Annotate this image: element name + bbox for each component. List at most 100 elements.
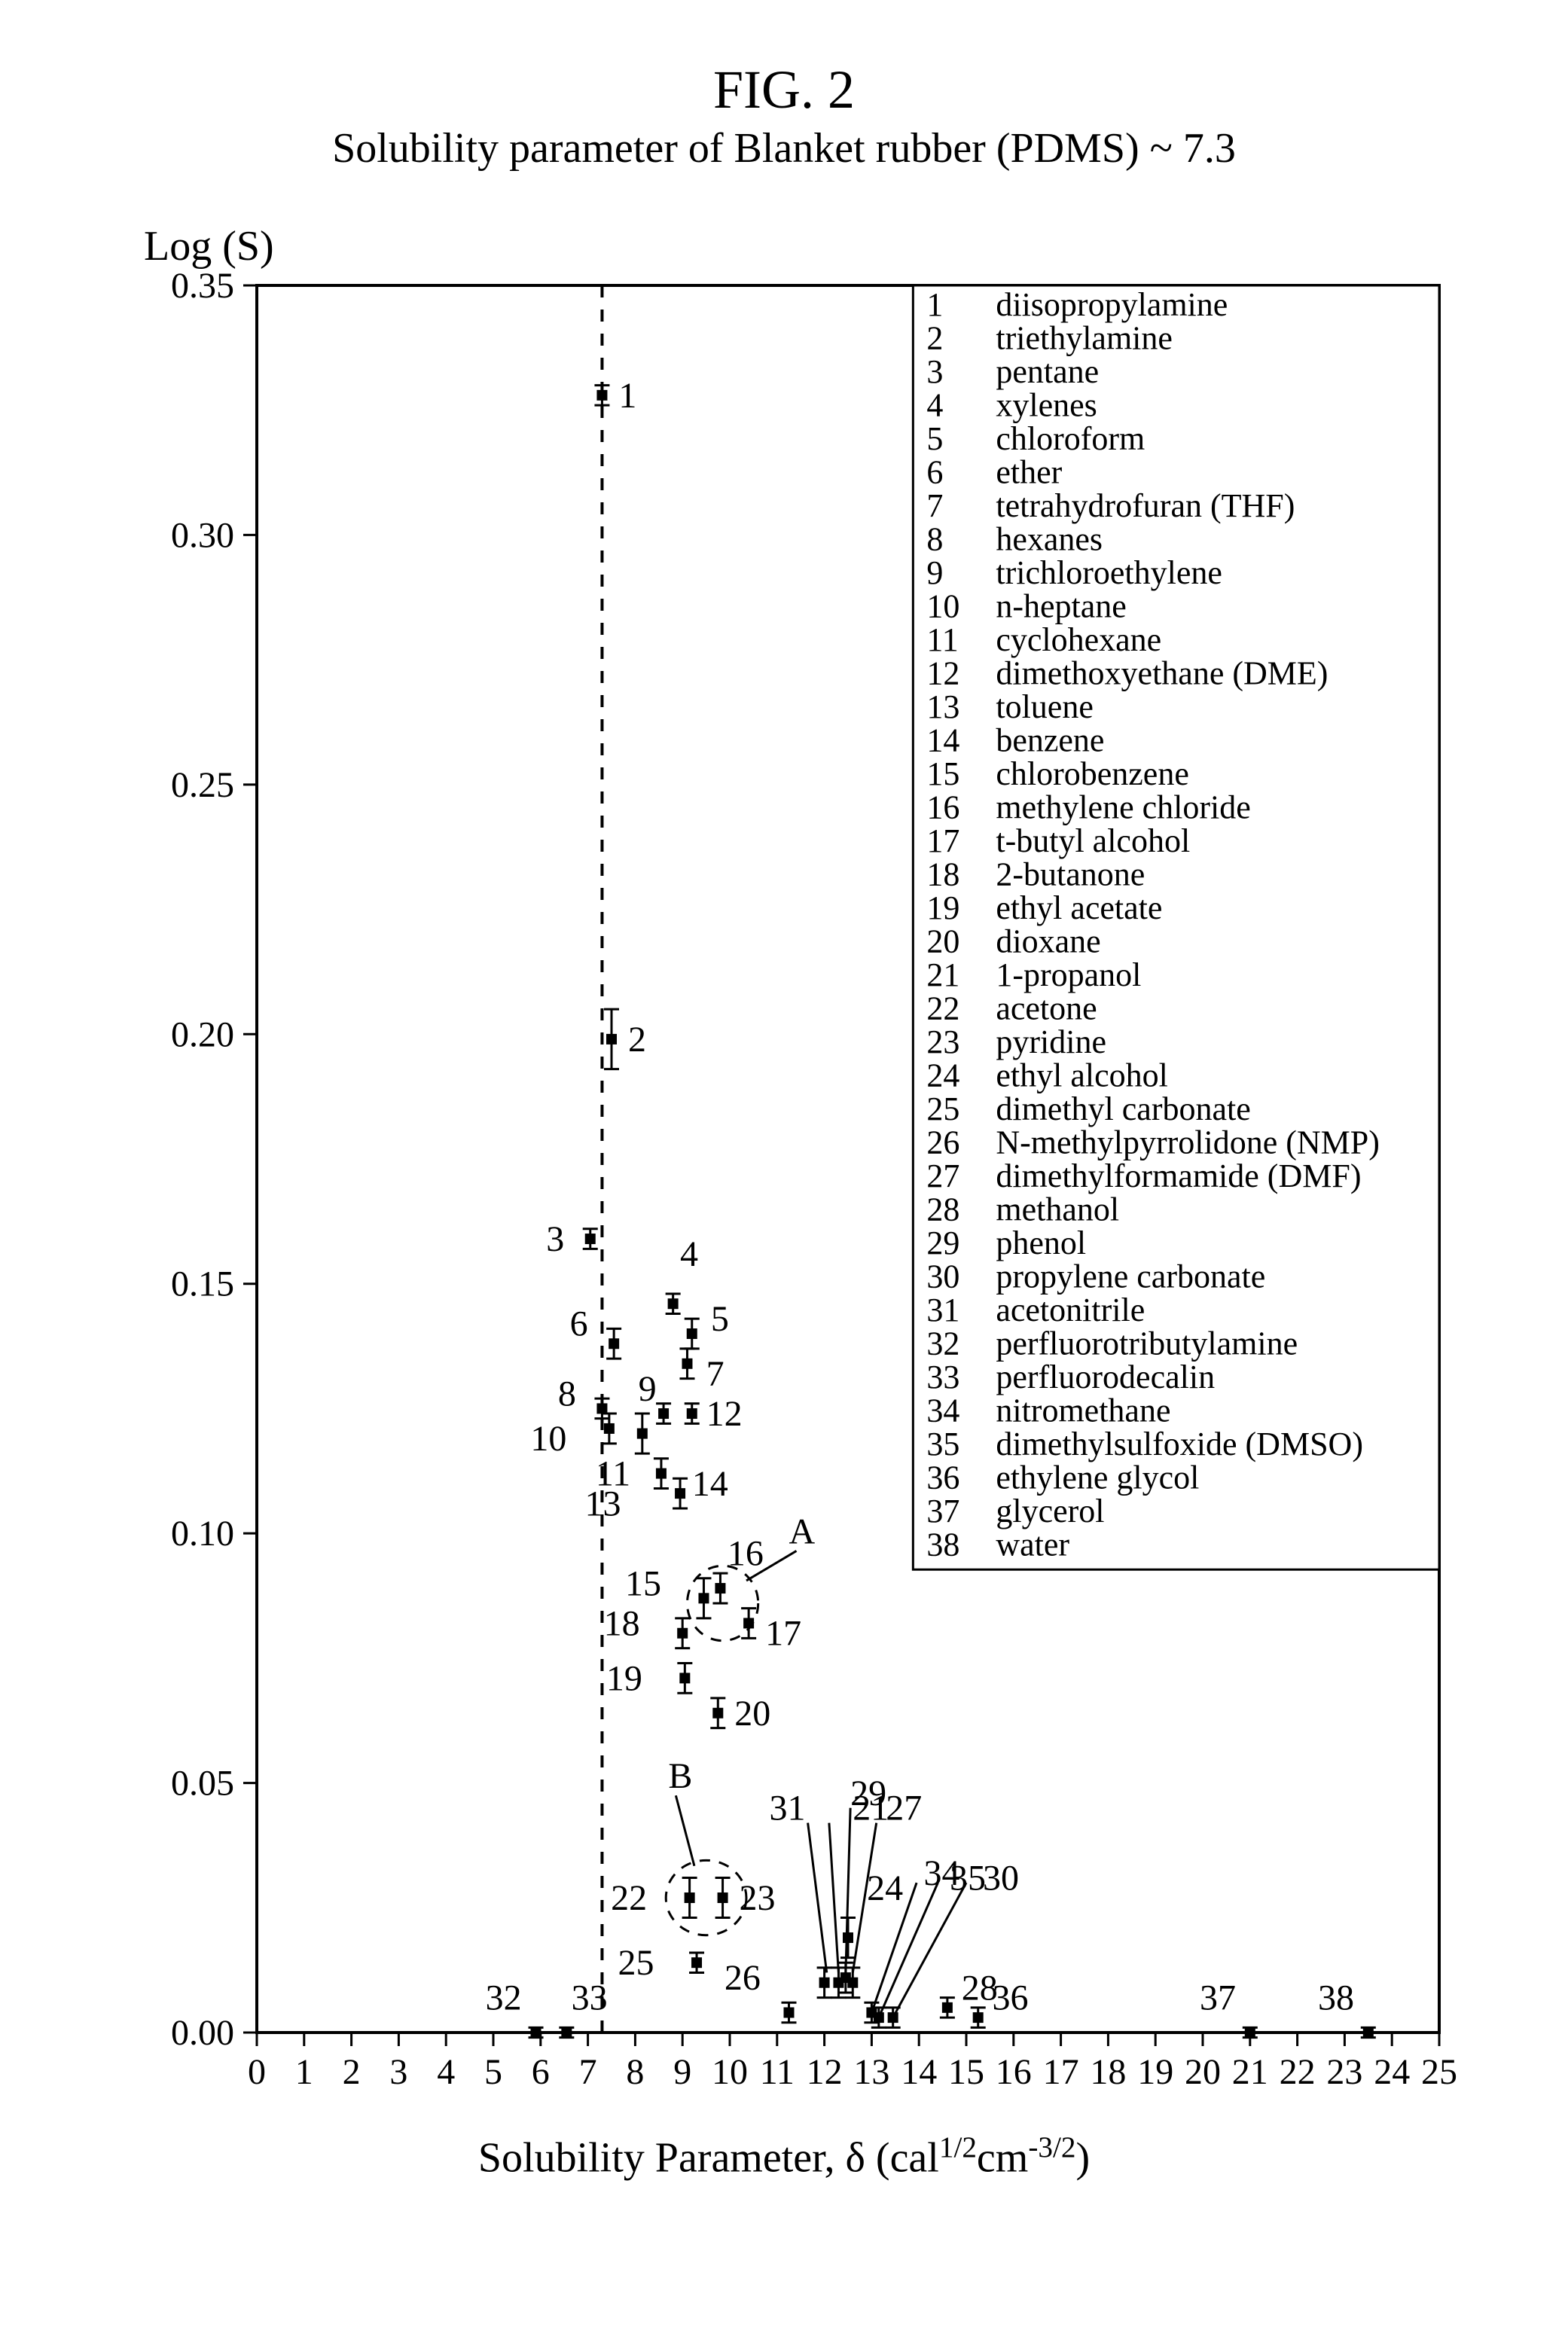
svg-text:toluene: toluene xyxy=(996,688,1094,725)
svg-text:1-propanol: 1-propanol xyxy=(996,956,1141,993)
svg-text:7: 7 xyxy=(926,487,943,524)
svg-text:pentane: pentane xyxy=(996,353,1099,390)
svg-text:12: 12 xyxy=(926,654,959,691)
svg-text:2: 2 xyxy=(343,2052,361,2092)
svg-text:38: 38 xyxy=(926,1526,959,1563)
svg-text:0: 0 xyxy=(248,2052,266,2092)
svg-text:27: 27 xyxy=(886,1788,922,1828)
svg-text:34: 34 xyxy=(926,1392,959,1429)
svg-text:acetone: acetone xyxy=(996,990,1097,1026)
svg-text:18: 18 xyxy=(1090,2052,1126,2092)
svg-text:5: 5 xyxy=(711,1299,729,1339)
svg-text:9: 9 xyxy=(639,1369,657,1409)
svg-text:N-methylpyrrolidone (NMP): N-methylpyrrolidone (NMP) xyxy=(996,1124,1380,1160)
svg-text:23: 23 xyxy=(1326,2052,1362,2092)
svg-text:22: 22 xyxy=(1280,2052,1316,2092)
svg-text:21: 21 xyxy=(1232,2052,1268,2092)
svg-text:15: 15 xyxy=(926,755,959,792)
svg-text:0.30: 0.30 xyxy=(171,515,234,555)
svg-text:xylenes: xylenes xyxy=(996,386,1097,423)
svg-text:10: 10 xyxy=(530,1419,566,1459)
svg-text:dimethoxyethane (DME): dimethoxyethane (DME) xyxy=(996,654,1328,691)
svg-text:21: 21 xyxy=(926,956,959,993)
svg-text:13: 13 xyxy=(853,2052,889,2092)
svg-text:24: 24 xyxy=(1374,2052,1410,2092)
svg-text:2-butanone: 2-butanone xyxy=(996,855,1145,892)
svg-text:A: A xyxy=(789,1511,816,1551)
svg-text:26: 26 xyxy=(926,1124,959,1160)
svg-text:25: 25 xyxy=(926,1090,959,1127)
figure-subtitle: Solubility parameter of Blanket rubber (… xyxy=(0,126,1568,172)
svg-text:35: 35 xyxy=(950,1858,986,1898)
svg-text:8: 8 xyxy=(626,2052,644,2092)
svg-text:0.35: 0.35 xyxy=(171,266,234,306)
svg-text:glycerol: glycerol xyxy=(996,1493,1104,1529)
svg-text:0.15: 0.15 xyxy=(171,1264,234,1304)
svg-text:4: 4 xyxy=(437,2052,455,2092)
svg-text:36: 36 xyxy=(926,1459,959,1496)
svg-text:1: 1 xyxy=(926,286,943,323)
svg-text:17: 17 xyxy=(765,1613,801,1653)
svg-text:7: 7 xyxy=(579,2052,597,2092)
svg-text:17: 17 xyxy=(1043,2052,1079,2092)
svg-text:29: 29 xyxy=(926,1224,959,1261)
svg-text:tetrahydrofuran (THF): tetrahydrofuran (THF) xyxy=(996,487,1295,524)
svg-text:0.10: 0.10 xyxy=(171,1514,234,1554)
svg-text:33: 33 xyxy=(926,1359,959,1395)
svg-text:25: 25 xyxy=(1421,2052,1457,2092)
svg-text:5: 5 xyxy=(484,2052,502,2092)
svg-text:0.05: 0.05 xyxy=(171,1763,234,1803)
svg-text:18: 18 xyxy=(926,855,959,892)
svg-text:5: 5 xyxy=(926,420,943,457)
svg-text:water: water xyxy=(996,1526,1069,1563)
svg-text:ether: ether xyxy=(996,453,1062,490)
page: FIG. 2 Solubility parameter of Blanket r… xyxy=(0,0,1568,2330)
svg-text:perfluorodecalin: perfluorodecalin xyxy=(996,1359,1215,1395)
svg-text:27: 27 xyxy=(926,1157,959,1194)
svg-text:32: 32 xyxy=(926,1325,959,1362)
svg-text:t-butyl alcohol: t-butyl alcohol xyxy=(996,822,1190,859)
svg-text:10: 10 xyxy=(926,587,959,624)
svg-text:methanol: methanol xyxy=(996,1191,1119,1228)
svg-text:4: 4 xyxy=(926,386,943,423)
svg-text:B: B xyxy=(668,1756,692,1796)
svg-text:3: 3 xyxy=(546,1219,564,1259)
svg-text:8: 8 xyxy=(558,1374,576,1414)
svg-text:trichloroethylene: trichloroethylene xyxy=(996,554,1222,591)
svg-text:n-heptane: n-heptane xyxy=(996,587,1126,624)
svg-text:29: 29 xyxy=(850,1773,886,1813)
svg-text:19: 19 xyxy=(606,1658,642,1698)
svg-text:1: 1 xyxy=(295,2052,313,2092)
svg-text:37: 37 xyxy=(1200,1978,1236,2017)
svg-text:26: 26 xyxy=(725,1958,761,1998)
svg-text:ethyl acetate: ethyl acetate xyxy=(996,889,1162,926)
svg-text:19: 19 xyxy=(926,889,959,926)
svg-text:12: 12 xyxy=(807,2052,843,2092)
svg-text:6: 6 xyxy=(570,1304,588,1344)
svg-text:11: 11 xyxy=(760,2052,795,2092)
svg-text:dioxane: dioxane xyxy=(996,923,1100,959)
svg-text:36: 36 xyxy=(993,1978,1029,2017)
svg-text:13: 13 xyxy=(926,688,959,725)
svg-text:cyclohexane: cyclohexane xyxy=(996,621,1161,658)
svg-text:24: 24 xyxy=(926,1057,959,1093)
svg-text:2: 2 xyxy=(628,1020,646,1060)
svg-text:methylene chloride: methylene chloride xyxy=(996,788,1250,825)
svg-text:chloroform: chloroform xyxy=(996,420,1145,457)
svg-text:triethylamine: triethylamine xyxy=(996,319,1173,356)
svg-text:3: 3 xyxy=(926,353,943,390)
svg-text:chlorobenzene: chlorobenzene xyxy=(996,755,1189,792)
svg-text:37: 37 xyxy=(926,1493,959,1529)
svg-text:diisopropylamine: diisopropylamine xyxy=(996,286,1228,323)
svg-text:38: 38 xyxy=(1318,1978,1354,2017)
svg-text:28: 28 xyxy=(926,1191,959,1228)
svg-text:0.25: 0.25 xyxy=(171,765,234,805)
svg-text:33: 33 xyxy=(572,1978,608,2017)
svg-text:31: 31 xyxy=(769,1788,805,1828)
svg-text:11: 11 xyxy=(926,621,958,658)
svg-text:20: 20 xyxy=(926,923,959,959)
svg-text:31: 31 xyxy=(926,1292,959,1328)
svg-text:pyridine: pyridine xyxy=(996,1023,1106,1060)
svg-text:23: 23 xyxy=(740,1878,776,1918)
svg-text:14: 14 xyxy=(926,721,959,758)
